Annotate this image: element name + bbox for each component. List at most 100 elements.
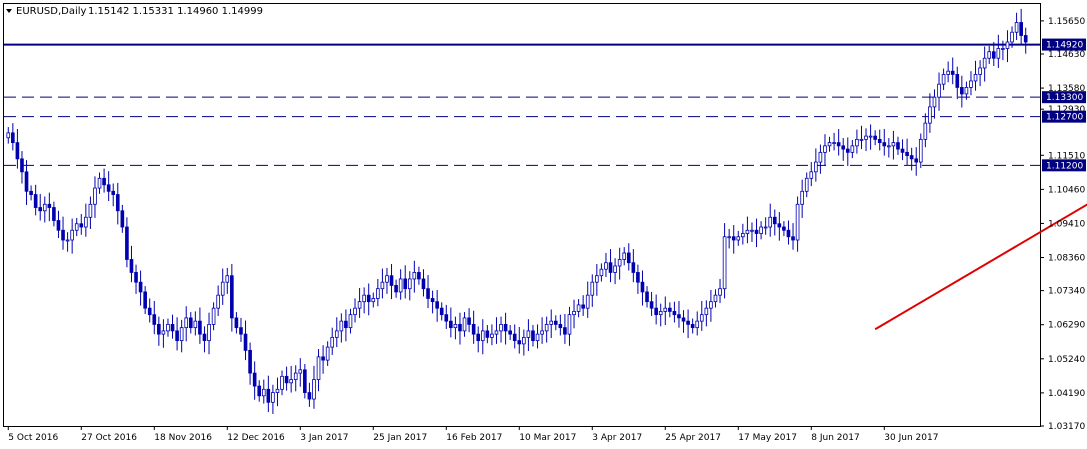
candle-body [868,135,873,138]
candle-body [490,333,494,338]
candle [699,301,704,331]
candle [439,302,444,321]
candle [170,314,175,339]
y-tick-label: 1.05240 [1048,355,1085,365]
candle [631,249,636,283]
candle-body [334,330,339,338]
support-trendline[interactable] [874,42,1087,331]
x-tick-label: 3 Apr 2017 [592,433,642,443]
candle [458,312,462,345]
candle-body [617,259,622,267]
candle-body [243,333,248,351]
candle-body [950,70,955,75]
symbol-label[interactable]: EURUSD,Daily [16,6,87,17]
candle-body [426,288,430,299]
candle [389,264,394,300]
candle-body [129,259,134,273]
candle [595,264,599,296]
candle [93,176,97,218]
candle-body [303,369,307,393]
candle [312,365,316,409]
candle-body [814,161,818,173]
candle [850,140,855,159]
y-tick-label: 1.14630 [1048,50,1085,60]
candle [572,299,576,329]
candle-body [918,138,923,163]
price-axis[interactable]: 1.15650 1.14630 1.13580 1.12930 1.11510 1.104… [1040,17,1085,432]
candle [471,310,476,344]
candle [709,289,713,322]
candle [855,129,859,154]
candle-body [763,226,768,229]
candle-body [777,223,782,228]
candle-body [234,317,239,329]
candle-body [494,330,499,335]
candle-body [138,281,143,293]
candle [184,306,189,342]
candle-body [499,323,503,332]
candle-body [476,333,481,342]
candle [248,342,252,385]
x-tick-label: 18 Nov 2016 [154,433,212,443]
candle [138,270,143,306]
candle [832,132,836,151]
candle-body [741,233,745,238]
candle [357,288,362,318]
candle [70,218,74,254]
candle-body [102,177,106,186]
candle [991,41,996,67]
candle-body [658,311,663,316]
candle [887,138,891,158]
candle-body [15,142,20,160]
y-tick-label: 1.09410 [1048,219,1085,229]
candle-body [928,106,932,124]
symbol-dropdown-icon[interactable] [6,9,12,13]
candle [658,303,663,327]
x-tick-label: 10 Mar 2017 [519,433,576,443]
candle-body [517,340,522,345]
candle-body [485,330,490,338]
candle [549,309,554,339]
candle-body [982,57,987,69]
candle [964,81,969,100]
x-tick-label: 12 Dec 2016 [227,433,285,443]
candle [344,309,348,342]
level-label-box-2 [1042,110,1086,123]
candle [677,301,681,328]
candle [782,221,786,237]
candle-body [143,291,147,309]
candle [362,287,366,314]
candle [508,325,512,340]
candle-body [503,323,508,332]
candle [316,349,321,392]
candle [973,60,978,91]
candle-body [147,307,152,316]
candle [120,204,125,233]
candle-body [877,138,882,144]
time-axis[interactable]: 5 Oct 2016 27 Oct 2016 18 Nov 2016 12 Dec 2… [7,426,938,443]
candle [79,214,84,235]
candle [366,283,371,316]
x-tick-label: 8 Jun 2017 [811,433,859,443]
candle [859,125,864,150]
candle [453,316,458,340]
candle [353,298,357,323]
candle-body [42,203,47,212]
candle [900,139,905,161]
candle-body [444,314,449,322]
candle [563,314,567,344]
trendline-layer [874,42,1087,331]
candle-body [70,229,74,241]
candle-body [252,372,257,387]
candle [407,271,412,301]
candle-body [699,314,704,322]
candle [152,301,157,335]
candle [293,365,298,392]
candle-body [978,67,982,75]
candle [106,171,111,202]
candle-body [772,216,777,225]
candle [380,268,385,299]
candle-body [330,336,335,348]
candle-body [722,236,727,290]
